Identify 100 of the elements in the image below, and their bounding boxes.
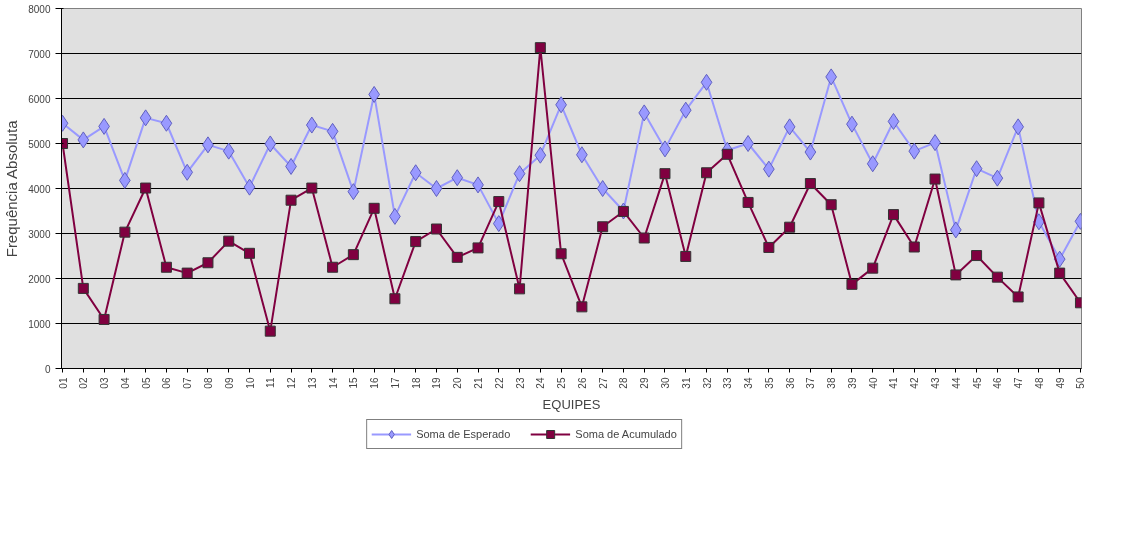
point — [680, 250, 692, 262]
point — [264, 135, 277, 153]
x-tick-label: 46 — [992, 377, 1004, 389]
point — [825, 68, 838, 86]
point — [410, 236, 422, 248]
point — [202, 257, 214, 269]
point — [430, 223, 442, 235]
x-tick-label: 44 — [950, 377, 962, 389]
x-tick-label: 15 — [348, 377, 360, 389]
point — [368, 202, 380, 214]
point — [305, 116, 318, 134]
x-tick-label: 42 — [909, 377, 921, 389]
point — [949, 221, 962, 239]
point — [430, 180, 443, 197]
point — [597, 221, 609, 233]
point — [160, 114, 173, 132]
x-tick-label: 10 — [244, 377, 256, 389]
point — [721, 148, 733, 160]
point — [700, 73, 713, 91]
point — [908, 241, 920, 253]
x-tick-label: 36 — [784, 377, 796, 389]
point — [119, 226, 131, 238]
x-tick-label: 28 — [618, 377, 630, 389]
point — [804, 178, 816, 190]
x-tick-label: 02 — [78, 377, 90, 389]
point — [326, 122, 339, 140]
point — [77, 282, 89, 294]
point — [971, 250, 983, 262]
x-tick-label: 50 — [1075, 377, 1087, 389]
point — [389, 293, 401, 305]
x-tick-label: 16 — [369, 377, 381, 389]
point — [181, 163, 194, 181]
point — [701, 167, 713, 179]
point — [950, 269, 962, 281]
legend-label: Soma de Acumulado — [575, 428, 677, 440]
x-tick-label: 29 — [639, 377, 651, 389]
point — [451, 169, 464, 187]
x-tick-label: 48 — [1033, 377, 1045, 389]
point — [1012, 291, 1024, 303]
point — [409, 164, 422, 182]
point — [347, 249, 359, 261]
x-tick-label: 47 — [1013, 377, 1025, 389]
y-tick-label: 5000 — [28, 138, 51, 150]
x-tick-label: 32 — [701, 377, 713, 389]
x-tick-label: 27 — [597, 377, 609, 389]
point — [991, 271, 1003, 283]
x-tick-label: 04 — [119, 377, 131, 389]
x-tick-label: 39 — [846, 377, 858, 389]
x-tick-label: 03 — [99, 377, 111, 389]
point — [596, 180, 609, 197]
x-tick-label: 45 — [971, 377, 983, 389]
point — [160, 261, 172, 273]
point — [472, 242, 484, 254]
point — [783, 118, 796, 136]
point — [139, 109, 152, 127]
x-tick-label: 38 — [826, 377, 838, 389]
point — [846, 278, 858, 290]
x-tick-label: 23 — [514, 377, 526, 389]
point — [243, 178, 256, 196]
x-tick-label: 05 — [140, 377, 152, 389]
point — [451, 251, 463, 263]
y-tick-label: 7000 — [28, 48, 51, 60]
point — [742, 135, 754, 152]
y-axis-title: Frequência Absoluta — [3, 119, 21, 258]
x-tick-label: 37 — [805, 377, 817, 389]
point — [514, 283, 526, 295]
x-tick-label: 20 — [452, 377, 464, 389]
point — [492, 215, 505, 233]
x-tick-label: 31 — [680, 377, 692, 389]
point — [970, 160, 983, 178]
point — [804, 143, 817, 161]
point — [244, 247, 255, 259]
x-tick-label: 08 — [202, 377, 214, 389]
point — [223, 235, 235, 247]
point — [888, 209, 899, 221]
point — [638, 232, 650, 244]
x-tick-label: 49 — [1054, 377, 1066, 389]
x-tick-label: 14 — [327, 377, 339, 389]
point — [825, 199, 837, 211]
y-tick-label: 0 — [44, 363, 51, 375]
point — [866, 155, 879, 173]
point — [306, 182, 318, 194]
legend-label: Soma de Esperado — [416, 428, 511, 440]
x-tick-label: 21 — [473, 377, 485, 389]
point — [327, 261, 339, 273]
point — [555, 248, 567, 260]
x-tick-label: 09 — [223, 377, 235, 389]
point — [534, 146, 547, 164]
y-tick-label: 4000 — [28, 183, 51, 195]
y-tick-label: 3000 — [28, 228, 51, 240]
x-tick-label: 07 — [182, 377, 194, 389]
point — [534, 42, 546, 54]
x-tick-label: 19 — [431, 377, 443, 389]
x-tick-label: 17 — [389, 377, 401, 389]
x-tick-label: 33 — [722, 377, 734, 389]
point — [929, 173, 941, 185]
point — [576, 301, 588, 313]
point — [181, 267, 193, 279]
x-tick-label: 13 — [306, 377, 318, 389]
point — [991, 169, 1004, 187]
